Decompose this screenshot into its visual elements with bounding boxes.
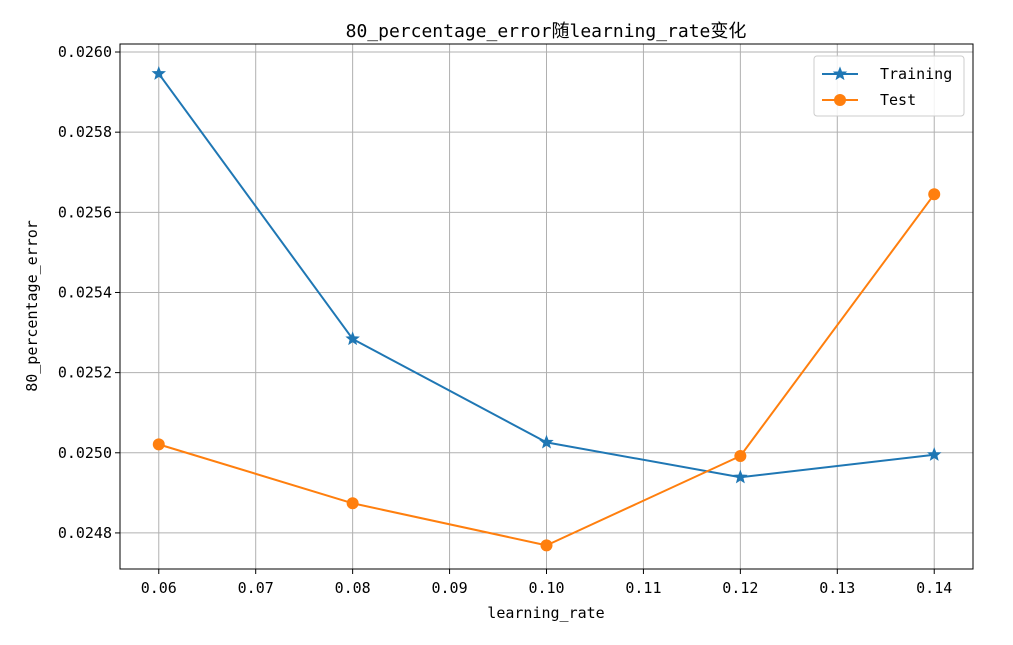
y-tick-label: 0.0254 [58,283,112,301]
data-point-test [734,449,747,462]
legend-marker-training [832,66,848,81]
x-tick-label: 0.11 [625,579,661,597]
y-tick-label: 0.0252 [58,364,112,382]
x-tick-label: 0.13 [819,579,855,597]
y-tick-label: 0.0248 [58,524,112,542]
legend: Training Test [813,55,965,117]
data-point-test [152,438,165,451]
data-point-test [346,497,359,510]
x-axis: 0.06 0.07 0.08 0.09 0.10 0.11 0.12 0.13 0.14 [141,569,952,597]
series-test [152,188,941,552]
data-point-training [539,434,554,449]
y-axis: 0.0248 0.0250 0.0252 0.0254 0.0256 0.0258 0.02… [58,43,120,542]
data-point-test [540,539,553,552]
x-tick-label: 0.12 [722,579,758,597]
data-point-test [928,188,941,201]
legend-item-test: Test [822,91,916,109]
series-training [151,66,942,484]
chart-title: 80_percentage_error随learning_rate变化 [346,21,747,42]
x-tick-label: 0.14 [916,579,952,597]
legend-marker-test [834,94,846,106]
x-tick-label: 0.08 [335,579,371,597]
data-point-training [927,447,942,461]
grid [120,44,973,569]
x-tick-label: 0.07 [238,579,274,597]
data-point-training [151,66,166,80]
legend-label-test: Test [880,91,916,109]
data-point-training [733,469,748,484]
y-axis-label: 80_percentage_error [23,220,41,392]
y-tick-label: 0.0258 [58,123,112,141]
series-layer [151,66,942,552]
y-tick-label: 0.0260 [58,43,112,61]
y-tick-label: 0.0250 [58,444,112,462]
data-point-training [345,331,360,346]
legend-item-training: Training [822,65,952,83]
legend-label-training: Training [880,65,952,83]
y-tick-label: 0.0256 [58,203,112,221]
x-tick-label: 0.10 [528,579,564,597]
x-tick-label: 0.09 [432,579,468,597]
x-tick-label: 0.06 [141,579,177,597]
x-axis-label: learning_rate [487,604,604,622]
